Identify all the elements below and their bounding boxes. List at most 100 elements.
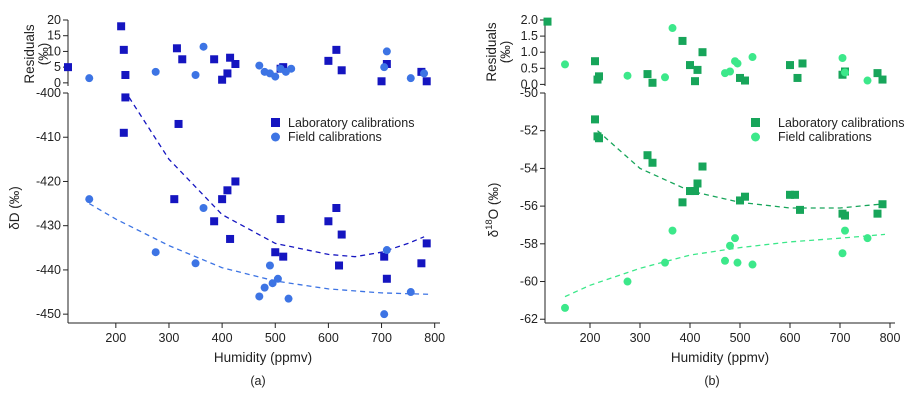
panel-b-residuals-label-line1: Residuals [484,22,499,82]
data-point-square [324,217,333,226]
data-point-circle [561,60,569,69]
data-point-circle [255,292,264,301]
y-tick-label: -430 [36,219,61,233]
data-point-circle [268,279,277,288]
y-tick-label: -56 [520,199,538,213]
data-point-circle [255,61,264,70]
data-point-square [276,215,285,224]
x-tick-label: 400 [680,331,701,345]
panel-a-main-plot: -450 -440 -430 -420 -410 -400 200 300 400 500 600 7… [36,86,445,345]
data-point-square [698,48,707,57]
data-point-circle [420,69,429,78]
data-point-circle [841,226,849,235]
panel-b-x-axis-label: Humidity (ppmv) [671,350,769,365]
data-point-square [693,65,702,74]
data-point-square [382,60,391,68]
panel-a-label: (a) [250,374,265,388]
panel-b: 0.0 0.5 1.0 1.5 2.0 -62 -60 -58 -56 -54 -52 -50 200… [484,13,904,388]
data-point-square [878,75,887,84]
data-point-square [878,200,887,209]
data-point-circle [199,42,208,51]
data-point-square [591,115,599,124]
panel-a-legend-lab-marker [271,118,280,127]
panel-a-x-axis-label: Humidity (ppmv) [214,350,312,365]
x-tick-label: 800 [880,331,901,345]
y-tick-label: 0.0 [521,77,538,91]
data-point-square [786,61,794,70]
panel-a-legend-lab: Laboratory calibrations [288,116,414,130]
data-point-circle [273,274,282,283]
y-tick-label: 2.0 [521,13,538,27]
data-point-square [841,211,849,220]
data-point-square [337,66,346,75]
y-tick-label: -420 [36,174,61,188]
data-point-square [335,261,344,270]
data-point-circle [838,53,847,62]
y-tick-label: -62 [520,312,538,326]
y-tick-label: 15 [47,29,61,43]
data-point-circle [838,249,847,258]
data-point-circle [841,68,849,77]
data-point-circle [380,63,389,72]
data-point-square [324,56,333,65]
data-point-square [678,198,687,207]
x-tick-label: 200 [580,331,601,345]
x-tick-label: 700 [830,331,851,345]
data-point-square [693,179,702,188]
data-point-square [377,77,386,86]
data-point-circle [748,53,757,62]
data-point-circle [733,59,742,68]
data-point-circle [561,303,569,312]
panel-b-label: (b) [704,374,719,388]
x-tick-label: 300 [159,331,180,345]
data-point-circle [668,24,677,33]
x-tick-label: 800 [424,331,445,345]
data-point-circle [287,64,296,73]
data-point-circle [863,76,872,85]
y-tick-label: 0 [54,76,61,90]
data-point-square [172,44,181,53]
data-point-square [117,22,126,31]
data-point-square [380,252,389,261]
data-point-circle [260,283,269,292]
data-point-square [873,69,882,78]
data-point-square [798,59,807,68]
data-point-square [686,187,694,196]
fit-curve [88,203,430,295]
data-point-circle [191,71,200,79]
data-point-square [226,53,235,62]
panel-b-d18O-label-suffix: O (‰) [486,183,501,220]
data-point-square [226,234,235,243]
data-point-square [279,252,288,261]
data-point-square [786,190,794,199]
panel-b-legend: Laboratory calibrations Field calibratio… [751,116,904,144]
data-point-square [64,63,72,72]
x-tick-label: 200 [105,331,126,345]
y-tick-label: 20 [47,13,61,27]
data-point-square [119,45,128,54]
fit-curve [564,233,886,298]
panel-b-d18O-axis-label: δ18O (‰) [484,183,501,238]
data-point-circle [271,72,280,81]
data-point-square [332,45,341,54]
x-tick-label: 600 [318,331,339,345]
data-point-circle [661,258,669,267]
panel-a-dD-axis-label: δD (‰) [7,186,22,230]
y-tick-label: 1.5 [521,29,538,43]
data-point-square [678,36,687,45]
data-point-square [736,73,744,82]
data-point-square [121,71,130,79]
data-point-square [119,128,128,137]
y-tick-label: -54 [520,161,538,175]
panel-b-main-plot: -62 -60 -58 -56 -54 -52 -50 200 300 400 500 600 700 8… [520,86,901,345]
data-point-circle [733,258,742,267]
data-point-circle [85,74,94,83]
panel-b-d18O-label-prefix: δ [486,230,501,238]
data-point-circle [265,261,274,270]
data-point-circle [721,256,729,265]
y-tick-label: -450 [36,307,61,321]
data-point-circle [661,73,669,82]
data-point-square [170,195,179,204]
data-point-circle [199,204,208,212]
